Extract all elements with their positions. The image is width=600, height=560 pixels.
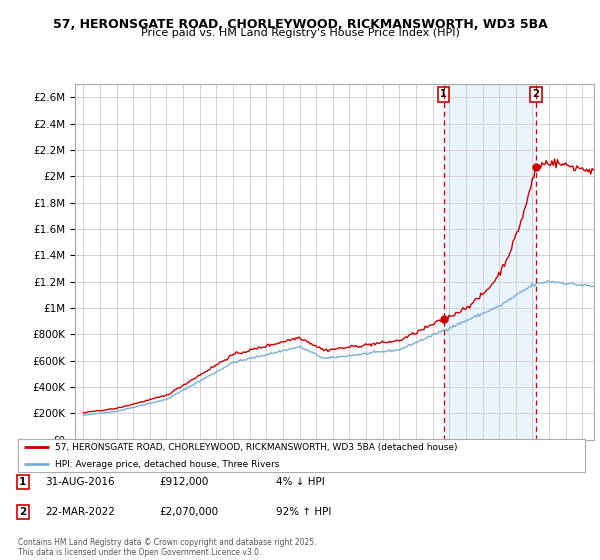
Text: 1: 1 bbox=[19, 477, 26, 487]
Text: Contains HM Land Registry data © Crown copyright and database right 2025.
This d: Contains HM Land Registry data © Crown c… bbox=[18, 538, 317, 557]
Text: 31-AUG-2016: 31-AUG-2016 bbox=[45, 477, 115, 487]
Text: 92% ↑ HPI: 92% ↑ HPI bbox=[276, 507, 331, 517]
Text: HPI: Average price, detached house, Three Rivers: HPI: Average price, detached house, Thre… bbox=[55, 460, 279, 469]
Text: 2: 2 bbox=[19, 507, 26, 517]
Text: £2,070,000: £2,070,000 bbox=[159, 507, 218, 517]
Text: 57, HERONSGATE ROAD, CHORLEYWOOD, RICKMANSWORTH, WD3 5BA (detached house): 57, HERONSGATE ROAD, CHORLEYWOOD, RICKMA… bbox=[55, 442, 457, 452]
Text: 4% ↓ HPI: 4% ↓ HPI bbox=[276, 477, 325, 487]
Text: 57, HERONSGATE ROAD, CHORLEYWOOD, RICKMANSWORTH, WD3 5BA: 57, HERONSGATE ROAD, CHORLEYWOOD, RICKMA… bbox=[53, 18, 547, 31]
Text: 22-MAR-2022: 22-MAR-2022 bbox=[45, 507, 115, 517]
Text: 1: 1 bbox=[440, 90, 447, 99]
Text: 2: 2 bbox=[533, 90, 539, 99]
Text: £912,000: £912,000 bbox=[159, 477, 208, 487]
Bar bbox=[443, 84, 536, 440]
Text: Price paid vs. HM Land Registry's House Price Index (HPI): Price paid vs. HM Land Registry's House … bbox=[140, 28, 460, 38]
